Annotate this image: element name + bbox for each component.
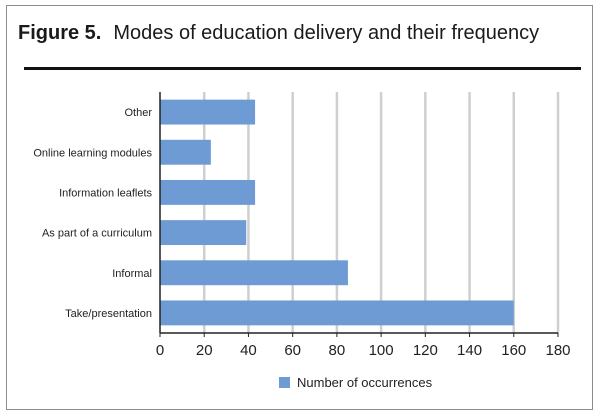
- bar-information-leaflets: [160, 179, 256, 205]
- x-tick-label: 80: [329, 342, 346, 359]
- figure-label: Figure 5.: [18, 22, 102, 44]
- figure-frame: [6, 5, 593, 410]
- x-tick-label: 120: [413, 342, 438, 359]
- bar-take-presentation: [160, 300, 514, 326]
- x-tick-label: 180: [545, 342, 570, 359]
- x-tick-label: 20: [196, 342, 213, 359]
- x-tick-label: 0: [156, 342, 164, 359]
- bar-other: [160, 99, 256, 125]
- x-tick-label: 40: [240, 342, 257, 359]
- bar-as-part-of-a-curriculum: [160, 220, 247, 246]
- figure-title: Figure 5. Modes of education delivery and…: [18, 22, 539, 45]
- legend-label: Number of occurrences: [297, 375, 433, 390]
- bar-online-learning-modules: [160, 139, 211, 165]
- category-label: Online learning modules: [33, 147, 152, 159]
- x-tick-label: 100: [369, 342, 394, 359]
- x-tick-label: 160: [501, 342, 526, 359]
- legend-swatch: [279, 377, 290, 388]
- figure-caption: Modes of education delivery and their fr…: [113, 22, 540, 44]
- category-label: Information leaflets: [59, 187, 152, 199]
- x-tick-label: 60: [284, 342, 301, 359]
- category-label: Other: [124, 107, 152, 119]
- category-label: Informal: [112, 268, 152, 280]
- bar-informal: [160, 260, 348, 286]
- category-label: As part of a curriculum: [42, 228, 152, 240]
- category-label: Take/presentation: [65, 308, 152, 320]
- title-rule: [24, 67, 581, 70]
- x-tick-label: 140: [457, 342, 482, 359]
